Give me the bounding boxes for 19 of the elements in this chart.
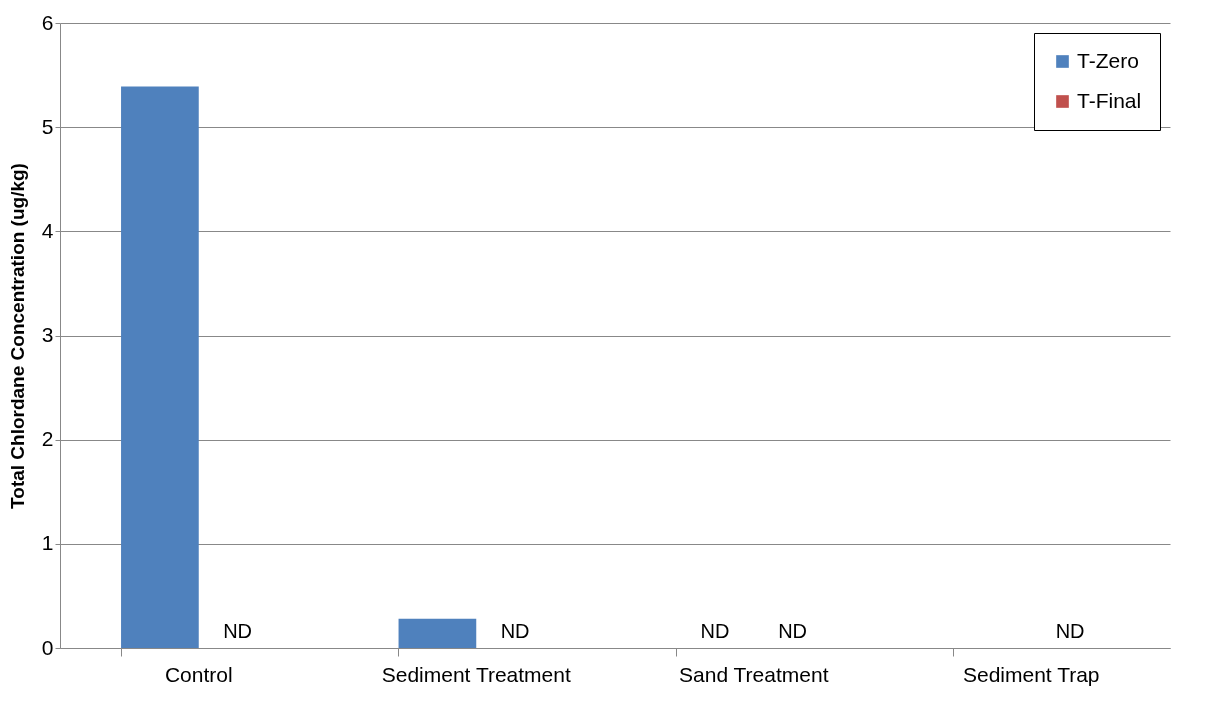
- text: ND: [223, 620, 253, 642]
- y-tick-label: 4: [41, 218, 54, 242]
- text: ND: [700, 620, 730, 642]
- y-tick-label: 2: [41, 427, 54, 451]
- y-tick-label: 6: [41, 10, 54, 34]
- legend-label: T-Zero: [1077, 48, 1139, 72]
- legend-label: T-Final: [1077, 88, 1142, 112]
- x-tick-label: Control: [164, 662, 233, 686]
- y-tick-label: 0: [41, 635, 54, 659]
- text: ND: [1055, 620, 1085, 642]
- x-tick-label: Sediment Trap: [962, 662, 1100, 686]
- y-tick-label: 1: [41, 531, 54, 555]
- text: ND: [500, 620, 530, 642]
- y-tick-label: 5: [41, 114, 54, 138]
- y-tick-label: 3: [41, 323, 54, 346]
- y-axis-title: Total Chlordane Concentration (ug/kg): [6, 163, 28, 509]
- x-tick-label: Sediment Treatment: [381, 662, 571, 686]
- x-tick-label: Sand Treatment: [679, 662, 829, 686]
- text: ND: [778, 620, 808, 642]
